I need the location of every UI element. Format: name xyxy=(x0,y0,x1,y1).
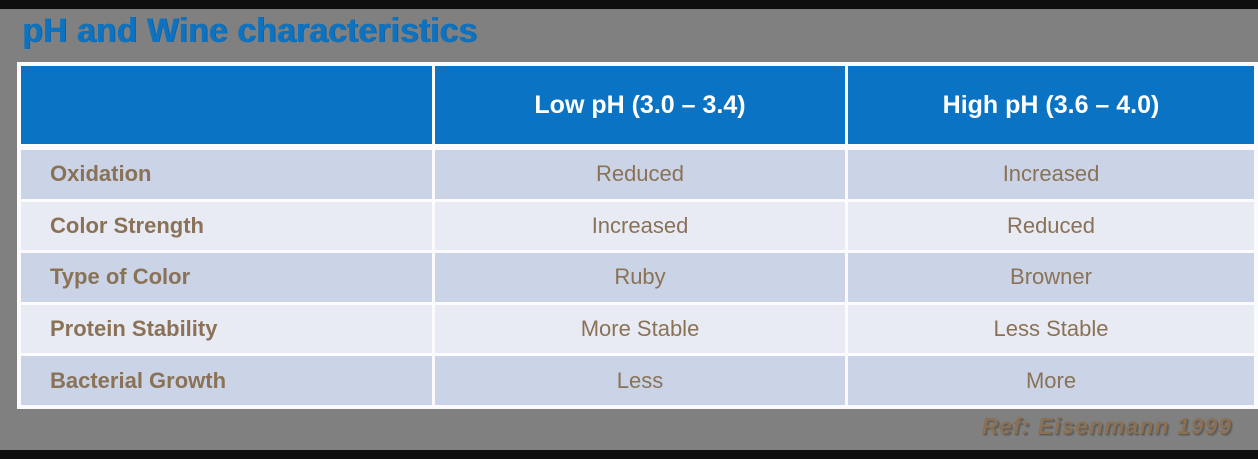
cell-color-strength-low: Increased xyxy=(435,201,845,251)
cell-bacterial-growth-low: Less xyxy=(435,356,845,405)
row-label-type-of-color: Type of Color xyxy=(21,253,432,302)
table-header-high-ph: High pH (3.6 – 4.0) xyxy=(848,66,1254,147)
row-label-color-strength: Color Strength xyxy=(21,201,432,251)
row-label-bacterial-growth: Bacterial Growth xyxy=(21,356,432,405)
top-edge-bar xyxy=(0,0,1258,9)
cell-color-strength-high: Reduced xyxy=(848,201,1254,251)
cell-oxidation-low: Reduced xyxy=(435,150,845,199)
ph-wine-table: Low pH (3.0 – 3.4) High pH (3.6 – 4.0) O… xyxy=(17,62,1258,409)
row-label-oxidation: Oxidation xyxy=(21,150,432,199)
table-header-low-ph: Low pH (3.0 – 3.4) xyxy=(435,66,845,147)
row-label-protein-stability: Protein Stability xyxy=(21,304,432,354)
cell-protein-stability-high: Less Stable xyxy=(848,304,1254,354)
cell-type-of-color-high: Browner xyxy=(848,253,1254,302)
cell-type-of-color-low: Ruby xyxy=(435,253,845,302)
cell-bacterial-growth-high: More xyxy=(848,356,1254,405)
page-title: pH and Wine characteristics xyxy=(22,12,478,50)
bottom-edge-bar xyxy=(0,450,1258,459)
cell-protein-stability-low: More Stable xyxy=(435,304,845,354)
reference-text: Ref: Eisenmann 1999 xyxy=(981,413,1232,439)
table-header-corner xyxy=(21,66,432,147)
cell-oxidation-high: Increased xyxy=(848,150,1254,199)
